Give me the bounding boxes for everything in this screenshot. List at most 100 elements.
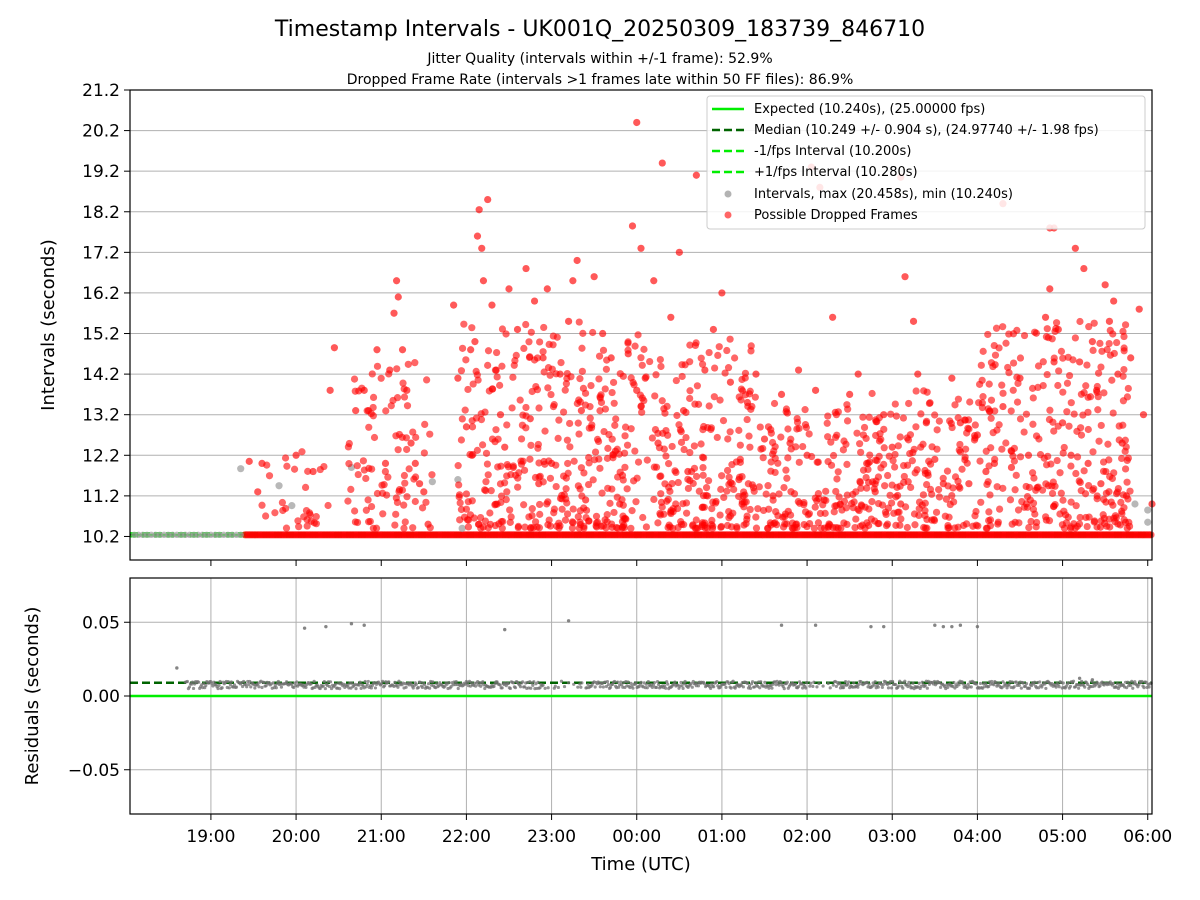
dropped-frame-point bbox=[875, 519, 883, 528]
dropped-frame-point bbox=[660, 510, 668, 518]
dropped-frame-point bbox=[535, 459, 543, 467]
intervals-y-tick-label: 20.2 bbox=[82, 122, 120, 142]
dropped-frame-point bbox=[609, 451, 618, 459]
residual-point bbox=[553, 684, 557, 688]
dropped-frame-point bbox=[892, 521, 900, 529]
residual-point bbox=[363, 679, 367, 684]
dropped-frame-point bbox=[894, 508, 902, 516]
interval-point bbox=[1144, 518, 1152, 526]
dropped-frame-point bbox=[566, 419, 574, 428]
dropped-frame-point bbox=[478, 441, 487, 449]
residual-point bbox=[873, 680, 877, 684]
dropped-frame-point bbox=[794, 366, 803, 374]
dropped-frame-point bbox=[526, 455, 534, 463]
residual-point bbox=[785, 680, 789, 684]
dropped-frame-point bbox=[398, 346, 407, 354]
residual-point bbox=[1140, 679, 1144, 684]
dropped-frame-point bbox=[1089, 486, 1097, 494]
dropped-frame-point bbox=[782, 466, 790, 474]
dropped-frame-point bbox=[877, 435, 885, 443]
dropped-frame-point bbox=[392, 277, 401, 285]
dropped-frame-point bbox=[935, 485, 943, 494]
residual-point bbox=[279, 685, 284, 689]
dropped-frame-point bbox=[561, 386, 569, 394]
dropped-frame-point bbox=[666, 487, 674, 495]
residual-point bbox=[418, 680, 423, 684]
dropped-frame-point bbox=[865, 413, 873, 421]
dropped-frame-point bbox=[496, 381, 504, 389]
residual-point bbox=[479, 684, 483, 688]
residual-point bbox=[1076, 686, 1081, 690]
dropped-frame-point bbox=[592, 512, 601, 520]
dropped-frame-point bbox=[921, 511, 929, 520]
dropped-frame-point bbox=[460, 320, 468, 328]
dropped-frame-point bbox=[528, 511, 536, 520]
dropped-frame-point bbox=[454, 462, 462, 470]
residual-point bbox=[366, 679, 370, 684]
dropped-frame-point bbox=[1039, 358, 1047, 366]
residual-point bbox=[216, 686, 220, 691]
dropped-frame-point bbox=[1135, 305, 1143, 313]
dropped-frame-point bbox=[780, 513, 789, 521]
dropped-frame-point bbox=[711, 364, 719, 372]
dropped-frame-point bbox=[1042, 513, 1050, 521]
dropped-frame-point bbox=[517, 435, 526, 443]
residual-point bbox=[420, 685, 425, 690]
residual-point bbox=[508, 686, 512, 691]
residual-point bbox=[1010, 680, 1014, 684]
dropped-frame-point bbox=[533, 386, 542, 394]
dropped-frame-point bbox=[746, 505, 754, 514]
residual-point bbox=[212, 680, 216, 684]
dropped-frame-point bbox=[965, 480, 973, 488]
dropped-frame-point bbox=[598, 489, 606, 497]
dropped-frame-point bbox=[639, 513, 647, 522]
dropped-frame-point bbox=[1022, 482, 1030, 491]
dropped-frame-point bbox=[793, 414, 801, 423]
dropped-frame-point bbox=[577, 407, 585, 415]
dropped-frame-point bbox=[888, 481, 896, 489]
dropped-frame-point bbox=[1077, 390, 1085, 398]
residual-point bbox=[897, 684, 901, 688]
residual-point bbox=[404, 685, 408, 689]
dropped-frame-point bbox=[1041, 313, 1050, 321]
dropped-frame-point bbox=[1014, 506, 1023, 514]
residual-point bbox=[253, 686, 257, 690]
dropped-frame-point bbox=[513, 325, 522, 334]
dropped-frame-point bbox=[457, 436, 466, 444]
dropped-frame-point bbox=[585, 459, 593, 467]
dropped-frame-point bbox=[420, 488, 428, 496]
residual-point bbox=[217, 683, 221, 687]
dropped-frame-point bbox=[760, 435, 769, 443]
dropped-frame-point bbox=[743, 415, 751, 424]
dropped-frame-point bbox=[1013, 326, 1021, 334]
dropped-frame-point bbox=[420, 449, 428, 457]
residual-point bbox=[456, 686, 460, 691]
residuals-x-tick-label: 04:00 bbox=[953, 827, 1002, 847]
residual-point bbox=[872, 683, 876, 687]
residual-point bbox=[1137, 683, 1141, 687]
dropped-frame-point bbox=[1063, 408, 1071, 416]
dropped-frame-point bbox=[751, 393, 759, 401]
dropped-frame-point bbox=[1036, 451, 1045, 459]
residual-point bbox=[616, 680, 620, 684]
dropped-frame-point bbox=[1080, 264, 1088, 273]
dropped-frame-point bbox=[700, 454, 708, 462]
dropped-frame-point bbox=[854, 370, 862, 378]
dropped-frame-point bbox=[403, 445, 411, 454]
dropped-frame-point bbox=[536, 472, 544, 480]
dropped-frame-point bbox=[830, 508, 838, 516]
dropped-frame-point bbox=[283, 462, 291, 470]
dropped-frame-point bbox=[536, 500, 544, 509]
residuals-y-axis-label: Residuals (seconds) bbox=[22, 607, 43, 786]
dropped-frame-point bbox=[979, 347, 987, 355]
dropped-frame-point bbox=[1077, 487, 1085, 495]
dropped-frame-point bbox=[407, 439, 415, 447]
dropped-frame-point bbox=[888, 443, 896, 451]
dropped-frame-point bbox=[368, 465, 376, 473]
dropped-frame-point bbox=[623, 441, 632, 449]
dropped-frame-point bbox=[832, 487, 840, 496]
dropped-frame-point bbox=[856, 440, 864, 448]
dropped-frame-point bbox=[1108, 474, 1117, 483]
residual-point bbox=[381, 679, 385, 683]
dropped-frame-point bbox=[1011, 486, 1019, 494]
